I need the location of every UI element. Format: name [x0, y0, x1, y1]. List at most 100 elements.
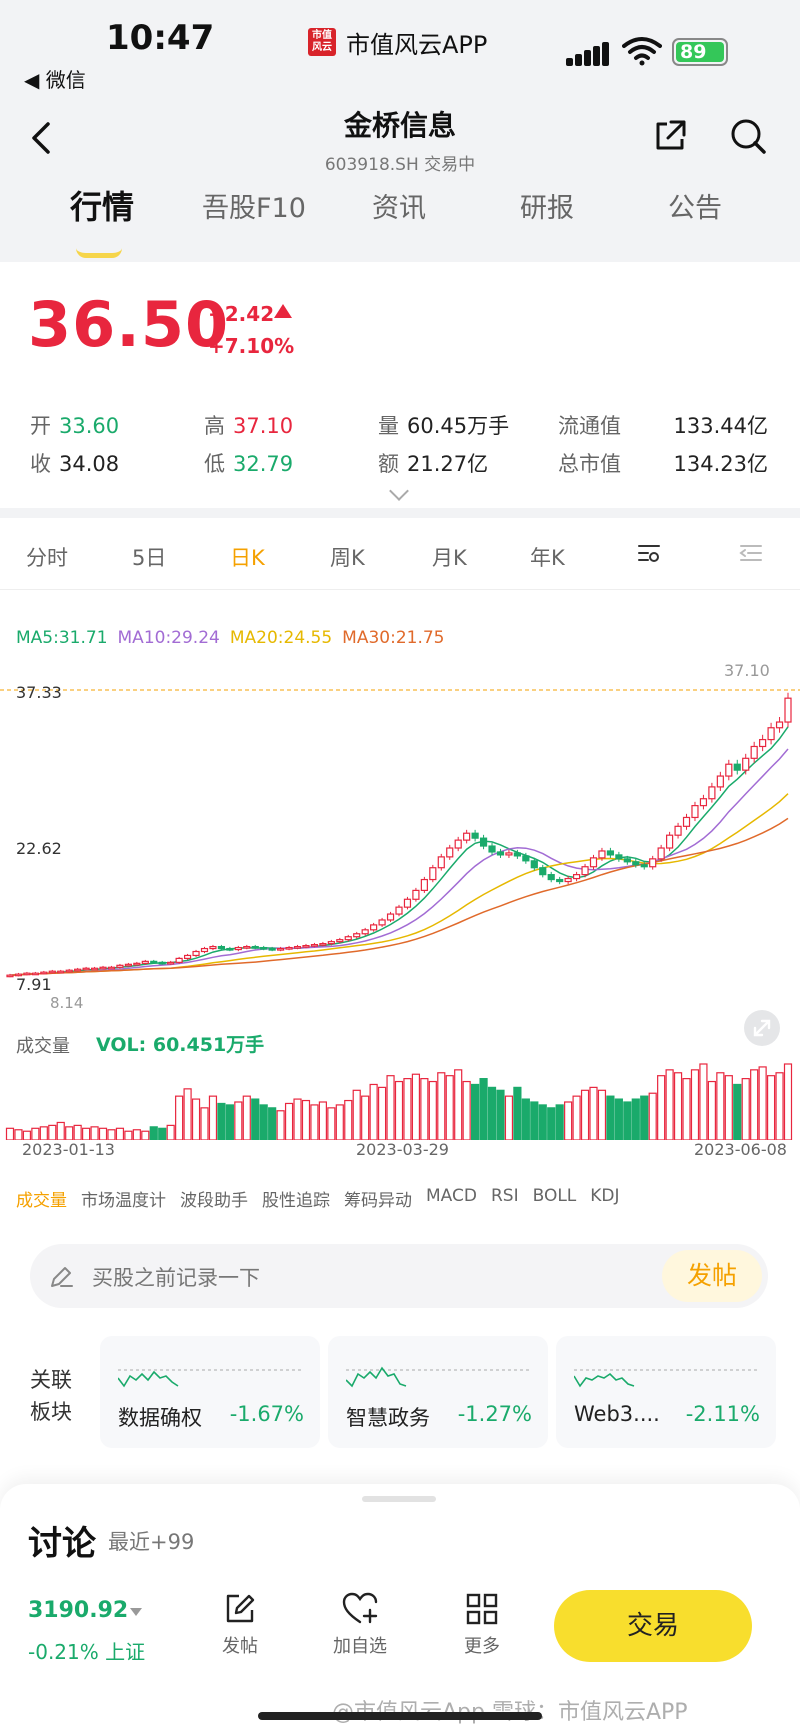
tab-research[interactable]: 研报 — [520, 193, 574, 224]
candle — [378, 917, 386, 927]
candle — [14, 972, 23, 977]
candle — [116, 963, 124, 969]
share-icon[interactable] — [650, 116, 690, 156]
candle — [412, 887, 420, 902]
back-to-app-link[interactable]: ◀ 微信 — [24, 68, 86, 92]
tab-news[interactable]: 资讯 — [372, 193, 426, 224]
chart-settings-icon[interactable] — [636, 540, 662, 566]
volume-bar — [657, 1075, 666, 1140]
volume-bar — [750, 1069, 759, 1140]
stat-float-cap-label: 流通值 — [558, 414, 621, 438]
candle — [260, 945, 268, 951]
sector-card-data-rights[interactable]: 数据确权 -1.67% — [100, 1336, 320, 1448]
sector-change: -1.27% — [457, 1402, 532, 1426]
volume-bar — [65, 1126, 74, 1140]
candle — [353, 931, 361, 939]
indicator-tab-boll[interactable]: BOLL — [532, 1186, 577, 1206]
indicator-tab-trait[interactable]: 股性追踪 — [262, 1191, 330, 1211]
indicator-tab-chips[interactable]: 筹码异动 — [344, 1191, 412, 1211]
stat-volume: 量 60.45万手 — [378, 414, 510, 438]
candle — [446, 844, 454, 860]
volume-bar — [242, 1095, 251, 1140]
volume-bar — [284, 1102, 294, 1140]
ma-legend: MA5:31.71 MA10:29.24 MA20:24.55 MA30:21.… — [16, 628, 445, 648]
candle — [623, 855, 631, 865]
candle — [479, 834, 488, 850]
volume-bar — [98, 1127, 108, 1140]
candle — [31, 971, 39, 976]
period-tab-intraday[interactable]: 分时 — [26, 546, 68, 570]
candle — [429, 864, 437, 883]
discussion-sheet: 讨论 最近+99 3190.92 -0.21% 上证 发帖 加自选 更多 交易 — [0, 1484, 800, 1734]
post-placeholder[interactable]: 买股之前记录一下 — [92, 1266, 260, 1290]
sheet-drag-handle[interactable] — [362, 1496, 436, 1502]
candle — [167, 960, 175, 965]
candle — [775, 716, 784, 733]
collapse-panel-icon[interactable] — [738, 540, 764, 566]
volume-bar — [158, 1127, 167, 1140]
fullscreen-expand-icon[interactable] — [744, 1010, 780, 1046]
low-marker: 8.14 — [50, 994, 83, 1010]
candle — [217, 944, 226, 951]
volume-bar — [107, 1129, 116, 1140]
volume-bar — [175, 1095, 184, 1140]
post-button[interactable]: 发帖 — [662, 1250, 762, 1302]
back-arrow-icon[interactable] — [26, 118, 56, 158]
candle — [522, 852, 530, 864]
candle — [742, 753, 750, 775]
indicator-tab-wave[interactable]: 波段助手 — [180, 1191, 248, 1211]
volume-bar — [580, 1089, 590, 1140]
ma10-value: MA10:29.24 — [117, 628, 220, 648]
index-value[interactable]: 3190.92 — [28, 1598, 129, 1623]
candle — [716, 771, 724, 791]
volume-bar — [665, 1069, 674, 1140]
sector-card-web3[interactable]: Web3.... -2.11% — [556, 1336, 776, 1448]
add-watchlist-button[interactable]: 加自选 — [320, 1592, 400, 1658]
period-tab-daily[interactable]: 日K — [230, 546, 265, 570]
app-logo-icon: 市值风云 — [308, 28, 336, 56]
period-tab-yearly[interactable]: 年K — [530, 546, 565, 570]
indicator-tab-thermometer[interactable]: 市场温度计 — [81, 1191, 166, 1211]
candle — [403, 896, 412, 910]
y-tick-mid: 22.62 — [16, 839, 62, 858]
sector-card-smart-gov[interactable]: 智慧政务 -1.27% — [328, 1336, 548, 1448]
tab-f10[interactable]: 吾股F10 — [202, 193, 306, 224]
volume-bar — [200, 1107, 209, 1140]
stock-code-status: 603918.SH 交易中 — [324, 155, 476, 175]
candle — [598, 847, 606, 861]
indicator-tab-rsi[interactable]: RSI — [490, 1186, 519, 1206]
candle — [243, 944, 251, 950]
volume-bar — [682, 1078, 691, 1140]
post-action-button[interactable]: 发帖 — [200, 1592, 280, 1658]
indicator-tab-macd[interactable]: MACD — [426, 1186, 477, 1206]
expand-chevron-icon[interactable] — [389, 481, 409, 501]
period-tab-weekly[interactable]: 周K — [330, 546, 365, 570]
period-tab-monthly[interactable]: 月K — [432, 546, 467, 570]
tab-announcements[interactable]: 公告 — [668, 193, 722, 224]
volume-bar — [259, 1104, 268, 1140]
candlestick-chart[interactable]: 37.33 22.62 7.91 37.10 8.14 — [0, 650, 800, 1010]
indicator-tab-volume[interactable]: 成交量 — [16, 1191, 67, 1211]
candle — [200, 946, 209, 954]
trade-button[interactable]: 交易 — [554, 1590, 752, 1662]
post-input-bar[interactable]: 买股之前记录一下 发帖 — [30, 1244, 768, 1308]
x-date-end: 2023-06-08 — [694, 1140, 787, 1159]
index-dropdown-icon[interactable] — [130, 1608, 142, 1616]
period-tab-5day[interactable]: 5日 — [132, 546, 167, 570]
volume-bar — [428, 1080, 437, 1140]
volume-bar — [276, 1110, 285, 1140]
search-icon[interactable] — [728, 116, 768, 156]
related-sectors-label: 关联板块 — [30, 1368, 72, 1424]
watermark: @市值风云App 雪球：市值风云APP — [332, 1700, 688, 1725]
home-indicator — [258, 1712, 542, 1720]
candle — [488, 842, 496, 856]
volume-bar — [766, 1075, 776, 1140]
stat-turnover: 额 21.27亿 — [378, 452, 489, 476]
indicator-tabs: 成交量 市场温度计 波段助手 股性追踪 筹码异动 MACD RSI BOLL K… — [16, 1186, 620, 1211]
indicator-tab-kdj[interactable]: KDJ — [590, 1186, 620, 1206]
more-button[interactable]: 更多 — [442, 1592, 522, 1658]
candle — [606, 847, 615, 858]
volume-bar — [394, 1080, 404, 1140]
stat-float-cap-value: 133.44亿 — [673, 414, 768, 438]
tab-quote[interactable]: 行情 — [70, 188, 135, 226]
